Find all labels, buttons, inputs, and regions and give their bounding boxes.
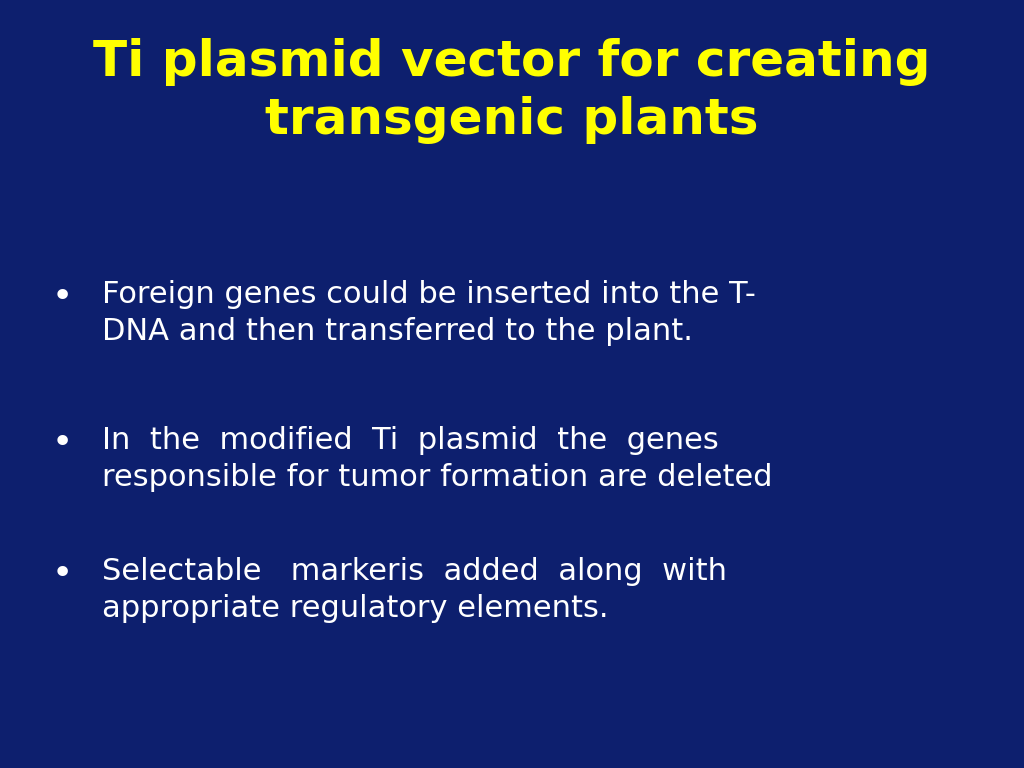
Text: Selectable   markeris  added  along  with
appropriate regulatory elements.: Selectable markeris added along with app… (102, 557, 727, 623)
Text: In  the  modified  Ti  plasmid  the  genes
responsible for tumor formation are d: In the modified Ti plasmid the genes res… (102, 426, 773, 492)
Text: •: • (51, 280, 73, 314)
Text: •: • (51, 557, 73, 591)
Text: Foreign genes could be inserted into the T-
DNA and then transferred to the plan: Foreign genes could be inserted into the… (102, 280, 757, 346)
Text: Ti plasmid vector for creating
transgenic plants: Ti plasmid vector for creating transgeni… (93, 38, 931, 144)
Text: •: • (51, 426, 73, 460)
